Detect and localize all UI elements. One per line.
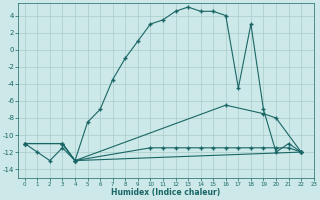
X-axis label: Humidex (Indice chaleur): Humidex (Indice chaleur) xyxy=(111,188,221,197)
